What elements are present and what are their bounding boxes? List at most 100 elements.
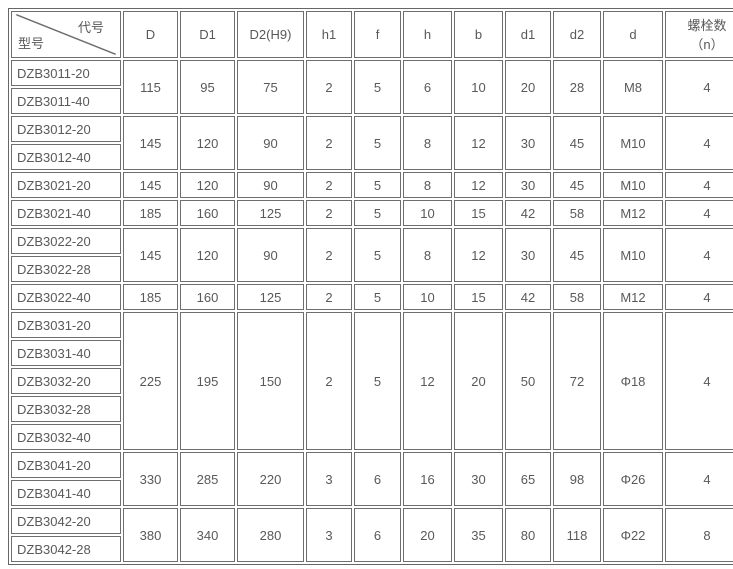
value-cell: 95	[180, 60, 235, 114]
table-row: DZB3031-40	[11, 340, 733, 366]
column-header: f	[354, 11, 401, 58]
value-cell: 30	[454, 452, 503, 506]
column-header: b	[454, 11, 503, 58]
model-cell: DZB3032-28	[11, 396, 121, 422]
value-cell: 2	[306, 60, 352, 114]
value-cell: 12	[454, 172, 503, 198]
value-cell: 42	[505, 284, 551, 310]
model-cell: DZB3011-40	[11, 88, 121, 114]
value-cell: 4	[665, 172, 733, 198]
value-cell: 280	[237, 508, 304, 562]
value-cell: 380	[123, 508, 178, 562]
value-cell: 4	[665, 452, 733, 506]
value-cell: 45	[553, 228, 601, 282]
table-row: DZB3032-40	[11, 424, 733, 450]
table-body: DZB3011-20 115 95 75 2 5 6 10 20 28 M8 4 DZB3011-40 D…	[11, 60, 733, 562]
value-cell: 5	[354, 200, 401, 226]
corner-label-xinghao: 型号	[18, 36, 45, 51]
value-cell: 8	[403, 116, 452, 170]
value-cell: 45	[553, 116, 601, 170]
value-cell: 2	[306, 228, 352, 282]
value-cell: 10	[403, 200, 452, 226]
value-cell: 20	[454, 312, 503, 450]
value-cell: 4	[665, 200, 733, 226]
table-header: 代号 型号 D D1 D2(H9) h1 f h b d1 d2 d 螺栓数 （n）	[11, 11, 733, 58]
value-cell: 15	[454, 284, 503, 310]
value-cell: 12	[454, 116, 503, 170]
model-cell: DZB3012-20	[11, 116, 121, 142]
value-cell: 10	[403, 284, 452, 310]
value-cell: 50	[505, 312, 551, 450]
value-cell: 5	[354, 228, 401, 282]
column-header: d2	[553, 11, 601, 58]
model-cell: DZB3031-20	[11, 312, 121, 338]
column-header: d	[603, 11, 663, 58]
header-row: 代号 型号 D D1 D2(H9) h1 f h b d1 d2 d 螺栓数 （n）	[11, 11, 733, 58]
value-cell: 125	[237, 200, 304, 226]
column-header: D2(H9)	[237, 11, 304, 58]
column-header: h	[403, 11, 452, 58]
value-cell: 120	[180, 116, 235, 170]
value-cell: 340	[180, 508, 235, 562]
value-cell: 160	[180, 284, 235, 310]
value-cell: 45	[553, 172, 601, 198]
table-row: DZB3041-40	[11, 480, 733, 506]
value-cell: 150	[237, 312, 304, 450]
model-cell: DZB3022-28	[11, 256, 121, 282]
value-cell: M8	[603, 60, 663, 114]
model-cell: DZB3041-40	[11, 480, 121, 506]
model-cell: DZB3012-40	[11, 144, 121, 170]
value-cell: 145	[123, 116, 178, 170]
value-cell: 5	[354, 312, 401, 450]
value-cell: 12	[454, 228, 503, 282]
value-cell: 4	[665, 116, 733, 170]
value-cell: 28	[553, 60, 601, 114]
value-cell: 15	[454, 200, 503, 226]
model-cell: DZB3042-28	[11, 536, 121, 562]
column-header: h1	[306, 11, 352, 58]
value-cell: 2	[306, 172, 352, 198]
value-cell: 4	[665, 284, 733, 310]
value-cell: M10	[603, 116, 663, 170]
model-cell: DZB3021-40	[11, 200, 121, 226]
value-cell: 4	[665, 312, 733, 450]
table-row: DZB3022-28	[11, 256, 733, 282]
value-cell: 75	[237, 60, 304, 114]
value-cell: 8	[665, 508, 733, 562]
value-cell: 5	[354, 284, 401, 310]
value-cell: 72	[553, 312, 601, 450]
diagonal-divider-icon	[12, 12, 120, 57]
value-cell: 125	[237, 284, 304, 310]
value-cell: 118	[553, 508, 601, 562]
corner-label-daihao: 代号	[77, 20, 104, 35]
table-row: DZB3021-40 185 160 125 2 5 10 15 42 58 M12 4	[11, 200, 733, 226]
value-cell: 5	[354, 116, 401, 170]
value-cell: 145	[123, 228, 178, 282]
value-cell: 225	[123, 312, 178, 450]
value-cell: 12	[403, 312, 452, 450]
spec-table: 代号 型号 D D1 D2(H9) h1 f h b d1 d2 d 螺栓数 （n） DZB3011…	[8, 8, 733, 565]
model-cell: DZB3011-20	[11, 60, 121, 86]
value-cell: 65	[505, 452, 551, 506]
value-cell: 8	[403, 228, 452, 282]
value-cell: 120	[180, 172, 235, 198]
value-cell: 90	[237, 172, 304, 198]
value-cell: 4	[665, 60, 733, 114]
value-cell: 20	[403, 508, 452, 562]
value-cell: 185	[123, 284, 178, 310]
table-row: DZB3032-20	[11, 368, 733, 394]
value-cell: 16	[403, 452, 452, 506]
value-cell: 2	[306, 312, 352, 450]
value-cell: 30	[505, 228, 551, 282]
value-cell: 58	[553, 284, 601, 310]
model-cell: DZB3022-40	[11, 284, 121, 310]
value-cell: 4	[665, 228, 733, 282]
model-cell: DZB3021-20	[11, 172, 121, 198]
value-cell: 42	[505, 200, 551, 226]
value-cell: 6	[354, 508, 401, 562]
value-cell: 20	[505, 60, 551, 114]
table-row: DZB3011-40	[11, 88, 733, 114]
value-cell: 5	[354, 60, 401, 114]
table-row: DZB3042-28	[11, 536, 733, 562]
table-row: DZB3031-20 225 195 150 2 5 12 20 50 72 Φ18 4	[11, 312, 733, 450]
